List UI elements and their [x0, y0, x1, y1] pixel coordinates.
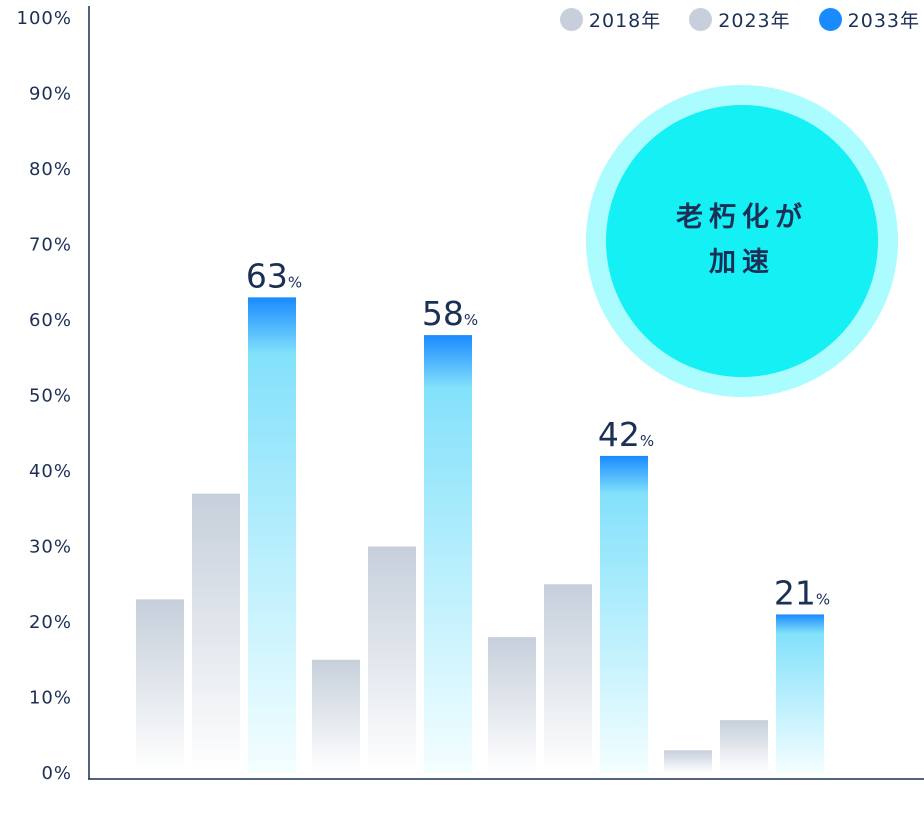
bar-1-1: [136, 599, 184, 773]
bar-2-1: [192, 493, 240, 773]
bar-3-1: [248, 297, 296, 773]
y-axis-tick-labels: 0% 10% 20% 30% 40% 50% 60% 70% 80% 90% 100%: [17, 8, 72, 784]
legend-label-2023: 2023年: [718, 10, 791, 32]
bar-1-4: [664, 750, 712, 773]
bar-2-4: [720, 720, 768, 773]
data-label: 21%: [774, 573, 830, 612]
callout-badge-text: 老朽化が 加速: [676, 202, 808, 278]
data-label: 63%: [246, 256, 302, 295]
y-tick-label: 10%: [29, 688, 72, 709]
y-tick-label: 20%: [29, 612, 72, 633]
data-label: 42%: [598, 415, 654, 454]
data-labels: 63% 58% 42% 21%: [246, 256, 830, 612]
legend-item-2023: 2023年: [689, 6, 790, 33]
y-tick-label: 30%: [29, 537, 72, 558]
bar-3-2: [424, 335, 472, 773]
y-tick-label: 80%: [29, 159, 72, 180]
y-tick-label: 50%: [29, 386, 72, 407]
callout-badge-inner: 老朽化が 加速: [606, 105, 878, 377]
legend-label-2033: 2033年: [847, 10, 920, 32]
bar-2-2: [368, 546, 416, 773]
legend-dot-2018: [559, 8, 583, 31]
callout-badge: 老朽化が 加速: [586, 85, 898, 397]
legend-label-2018: 2018年: [588, 10, 662, 32]
legend-item-2033: 2033年: [818, 6, 920, 33]
y-tick-label: 40%: [29, 461, 72, 482]
bar-3-3: [600, 455, 648, 773]
bar-1-3: [488, 637, 536, 773]
data-label: 58%: [422, 294, 478, 333]
legend-dot-2033: [818, 8, 842, 31]
bar-1-2: [312, 659, 360, 773]
legend: 2018年 2023年 2033年: [559, 6, 920, 33]
bar-3-4: [776, 614, 824, 773]
y-tick-label: 70%: [29, 235, 72, 256]
legend-dot-2023: [689, 8, 713, 31]
y-tick-label: 100%: [17, 8, 72, 29]
y-tick-label: 0%: [41, 763, 72, 784]
bars: [136, 297, 824, 773]
legend-item-2018: 2018年: [559, 6, 662, 33]
y-tick-label: 60%: [29, 310, 72, 331]
y-tick-label: 90%: [29, 84, 72, 105]
bar-2-3: [544, 584, 592, 773]
